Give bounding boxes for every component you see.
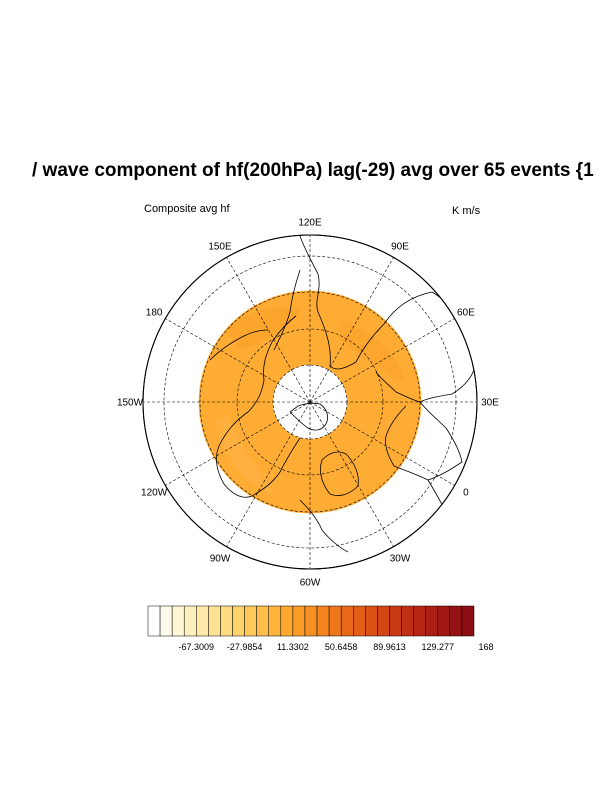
coastline-arctic-islands <box>289 402 328 431</box>
coastline-central-america <box>299 499 349 553</box>
longitude-labels: 120E 90E 60E 30E 0 30W 60W 90W 120W 150W 180 150E <box>117 218 499 589</box>
longitude-label: 120W <box>141 488 168 499</box>
colorbar-box <box>208 605 221 637</box>
colorbar-label: 168 <box>478 642 494 652</box>
colorbar-box <box>280 605 294 637</box>
heat-flux-patch-dark <box>340 320 405 380</box>
colorbar-box <box>340 605 354 637</box>
colorbar-box <box>377 605 390 637</box>
colorbar-box <box>196 605 209 637</box>
colorbar-label: 89.9613 <box>373 642 406 652</box>
longitude-label: 30E <box>481 398 499 409</box>
colorbar-box <box>171 605 185 637</box>
longitude-label: 60W <box>300 578 321 589</box>
colorbar-box <box>256 605 269 637</box>
longitude-label: 90W <box>210 553 231 564</box>
colorbar-box <box>232 605 245 637</box>
plot-title-text: / wave component of hf(200hPa) lag(-29) … <box>32 160 594 181</box>
meridian-line <box>165 401 311 486</box>
colorbar-box <box>292 605 306 637</box>
coastline-greenland <box>320 451 359 496</box>
colorbar-box <box>437 605 451 637</box>
colorbar-label: -67.3009 <box>178 642 215 652</box>
colorbar-box <box>328 605 342 637</box>
coastline-alaska <box>209 329 269 361</box>
longitude-label: 180 <box>146 308 163 319</box>
meridian-line <box>226 401 311 547</box>
colorbar-label: -27.9854 <box>226 642 263 652</box>
colorbar-box <box>147 605 161 637</box>
longitude-label: 150W <box>117 398 144 409</box>
colorbar-label: 129.277 <box>421 642 455 652</box>
meridian-line <box>309 401 455 486</box>
longitude-label: 0 <box>463 488 469 499</box>
meridian-line <box>309 318 455 403</box>
longitude-label: 150E <box>208 242 232 253</box>
colorbar-box <box>183 605 197 637</box>
longitude-label: 120E <box>298 218 322 229</box>
colorbar-box <box>159 605 173 637</box>
colorbar-box <box>389 605 402 637</box>
longitude-label: 90E <box>391 242 409 253</box>
colorbar-box <box>244 605 257 637</box>
coastlines <box>209 235 475 563</box>
colorbar-box <box>268 605 282 637</box>
meridian-line <box>309 257 394 403</box>
colorbar-label: 11.3302 <box>276 642 309 652</box>
colorbar-box <box>220 605 233 637</box>
colorbar-box <box>304 605 318 637</box>
meridian-line <box>226 257 311 403</box>
colorbar-box <box>413 605 426 637</box>
heat-flux-patch-dark <box>225 307 300 350</box>
colorbar-box <box>401 605 414 637</box>
heat-flux-patch-light <box>215 415 275 495</box>
colorbar-box <box>425 605 439 637</box>
colorbar-label: 50.6458 <box>324 642 358 652</box>
meridian-line <box>165 318 311 403</box>
coastline-north-america <box>216 315 301 498</box>
longitude-label: 60E <box>457 308 475 319</box>
colorbar-box <box>353 605 366 637</box>
coastline-east-asia <box>273 269 301 351</box>
longitude-label: 30W <box>390 553 411 564</box>
colorbar-box <box>461 605 475 637</box>
left-subtitle: Composite avg hf <box>144 203 230 215</box>
colorbar-box <box>365 605 378 637</box>
units-label: K m/s <box>452 205 481 217</box>
colorbar-box <box>316 605 330 637</box>
globe-outline <box>142 234 478 570</box>
plot-title: / wave component of hf(200hPa) lag(-29) … <box>0 156 612 186</box>
colorbar-box <box>449 605 463 637</box>
